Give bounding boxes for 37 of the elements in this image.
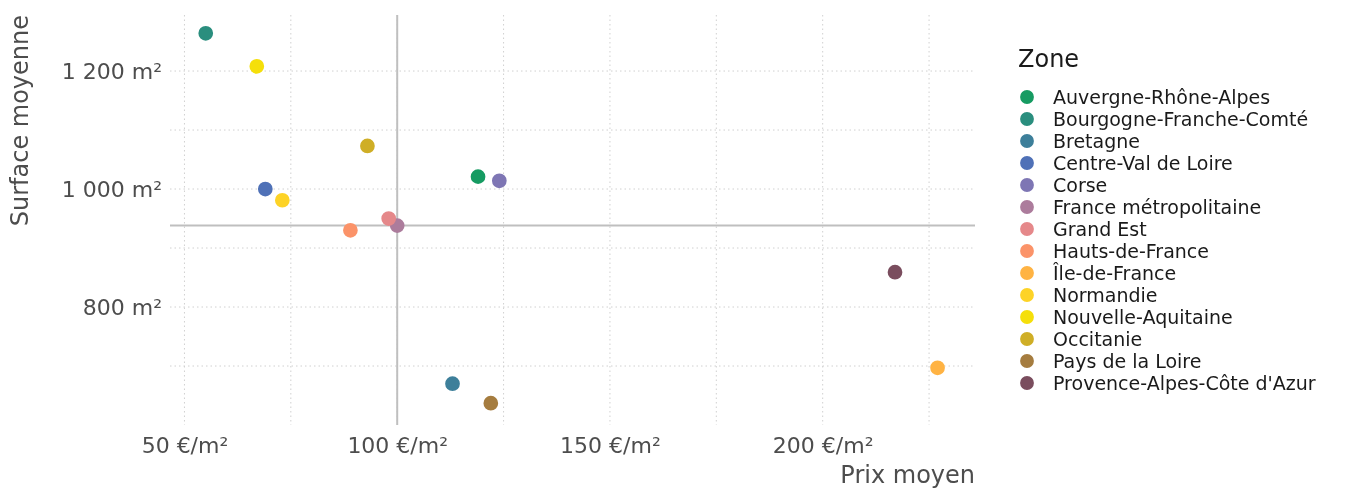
- legend-label: Normandie: [1053, 284, 1158, 306]
- x-axis-title: Prix moyen: [840, 461, 975, 489]
- x-tick-label: 150 €/m²: [560, 432, 661, 458]
- legend-label: Grand Est: [1053, 218, 1147, 240]
- point: [887, 264, 903, 280]
- point: [198, 25, 214, 41]
- point: [274, 192, 290, 208]
- legend-label: Nouvelle-Aquitaine: [1053, 306, 1233, 328]
- legend-label: Île-de-France: [1052, 262, 1177, 284]
- legend-label: Centre-Val de Loire: [1053, 152, 1233, 174]
- legend-title: Zone: [1018, 45, 1080, 73]
- legend-label: Provence-Alpes-Côte d'Azur: [1053, 372, 1316, 394]
- x-tick-label: 200 €/m²: [772, 432, 874, 458]
- y-tick-label: 1 200 m²: [61, 58, 162, 84]
- y-tick-label: 800 m²: [82, 294, 162, 320]
- point: [343, 222, 358, 238]
- legend-label: Bourgogne-Franche-Comté: [1053, 108, 1309, 130]
- point: [249, 58, 265, 74]
- legend-label: Auvergne-Rhône-Alpes: [1053, 86, 1271, 108]
- legend-label: France métropolitaine: [1053, 196, 1262, 218]
- point: [445, 376, 460, 392]
- point: [483, 395, 499, 411]
- legend-label: Bretagne: [1053, 130, 1141, 152]
- point: [930, 360, 945, 376]
- point: [491, 173, 507, 189]
- x-tick-label: 100 €/m²: [347, 432, 449, 458]
- point: [360, 138, 375, 154]
- legend-label: Corse: [1053, 174, 1108, 196]
- legend-label: Pays de la Loire: [1053, 350, 1202, 372]
- y-tick-label: 1 000 m²: [61, 176, 162, 202]
- point: [470, 169, 486, 184]
- y-axis-title: Surface moyenne: [6, 15, 34, 227]
- point: [257, 181, 273, 197]
- legend-label: Occitanie: [1053, 328, 1143, 350]
- legend-label: Hauts-de-France: [1053, 240, 1209, 262]
- x-tick-label: 50 €/m²: [141, 432, 229, 458]
- point: [381, 211, 397, 226]
